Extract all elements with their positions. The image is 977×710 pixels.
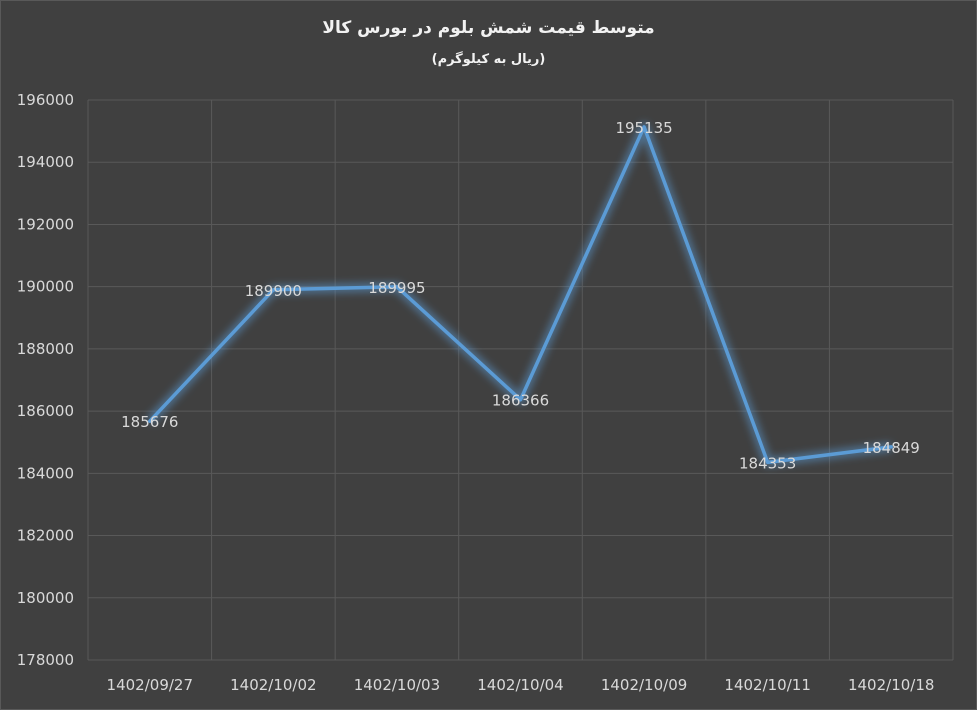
y-tick-label: 180000: [17, 589, 74, 607]
x-axis: 1402/09/27 1402/10/02 1402/10/03 1402/10/04…: [107, 676, 935, 694]
data-point: [889, 445, 893, 449]
data-point: [766, 460, 770, 464]
x-tick-label: 1402/10/02: [230, 676, 316, 694]
y-tick-label: 194000: [17, 153, 74, 171]
data-point: [271, 288, 275, 292]
y-axis: 196000 194000 192000 190000 188000 186000 1840…: [17, 91, 74, 669]
y-tick-label: 192000: [17, 215, 74, 233]
y-tick-label: 190000: [17, 278, 74, 296]
data-point: [148, 419, 152, 423]
data-label: 184353: [739, 454, 796, 472]
x-tick-label: 1402/10/11: [724, 676, 810, 694]
data-point: [395, 285, 399, 289]
gridlines: [87, 99, 954, 661]
data-labels: 185676 189900 189995 186366 195135 184353 1848…: [121, 119, 920, 472]
y-tick-label: 182000: [17, 527, 74, 545]
x-tick-label: 1402/10/09: [601, 676, 687, 694]
y-tick-label: 178000: [17, 651, 74, 669]
data-point: [519, 398, 522, 402]
x-tick-label: 1402/10/04: [477, 676, 563, 694]
x-tick-label: 1402/10/18: [848, 676, 934, 694]
series-group: [146, 122, 893, 467]
x-tick-label: 1402/09/27: [107, 676, 193, 694]
data-label: 195135: [615, 119, 672, 137]
data-point: [642, 125, 646, 129]
y-tick-label: 186000: [17, 402, 74, 420]
chart-subtitle: (ریال به کیلوگرم): [431, 52, 546, 67]
y-tick-label: 196000: [17, 91, 74, 109]
y-tick-label: 184000: [17, 464, 74, 482]
data-label: 186366: [492, 392, 549, 410]
data-label: 189995: [368, 279, 425, 297]
data-label: 185676: [121, 413, 178, 431]
data-label: 189900: [245, 282, 302, 300]
x-tick-label: 1402/10/03: [354, 676, 440, 694]
data-label: 184849: [863, 439, 920, 457]
y-tick-label: 188000: [17, 340, 74, 358]
chart-title: متوسط قیمت شمش بلوم در بورس کالا: [322, 18, 655, 38]
